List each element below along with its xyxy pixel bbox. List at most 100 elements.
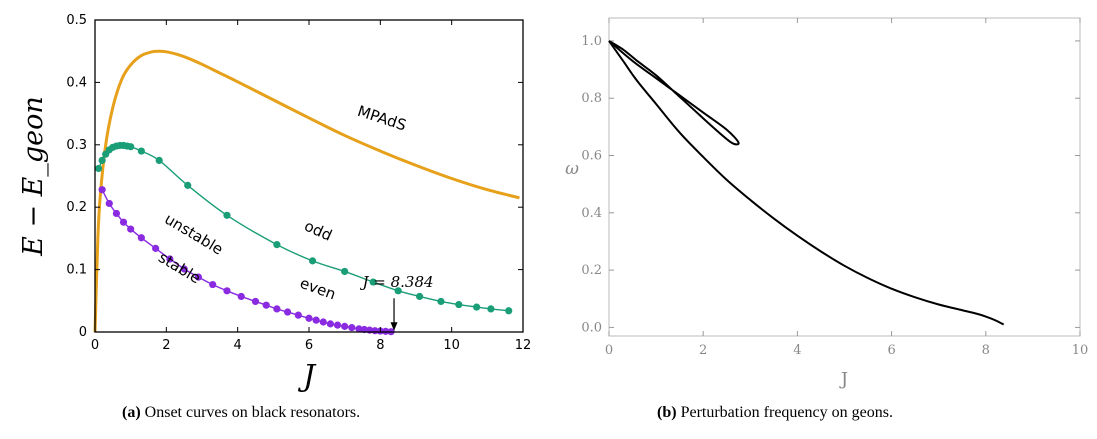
b-xtick-label: 0 (605, 343, 613, 358)
annot-stable: stable (155, 248, 204, 287)
a-point-even (341, 322, 349, 330)
a-point-odd (473, 303, 481, 311)
a-point-odd (487, 305, 495, 313)
annot-odd: odd (302, 217, 335, 245)
figure-canvas: E − E_geon J 0 2 4 6 8 10 12 0 0.1 0.2 0.3 0.4 0.5 M… (18, 13, 1088, 394)
b-ytick-label: 0.8 (581, 91, 602, 106)
a-point-even (180, 265, 188, 273)
a-point-odd (505, 307, 513, 315)
a-point-even (355, 325, 363, 333)
a-xlabel-text: J (297, 359, 317, 394)
a-point-even (312, 316, 320, 324)
a-xtick-label: 2 (162, 338, 170, 353)
a-ytick-label: 0.2 (66, 200, 87, 215)
b-ytick-label: 0.4 (581, 206, 602, 221)
a-point-even (209, 280, 217, 289)
a-point-even (194, 273, 203, 281)
b-ytick-label: 0.2 (581, 263, 602, 278)
a-point-odd (308, 257, 317, 265)
a-ytick-label: 0.1 (66, 263, 87, 278)
a-point-odd (155, 156, 163, 164)
panel-a-ylabel: E − E_geon (18, 96, 49, 257)
caption-a-label: (a) (122, 404, 141, 421)
a-ytick-label: 0.3 (66, 138, 87, 153)
annot-jmark-arrowhead (390, 322, 398, 331)
a-point-even (112, 209, 120, 218)
a-point-even (273, 305, 281, 313)
b-ytick-label: 0.0 (581, 320, 602, 335)
a-point-even (105, 199, 113, 208)
a-point-even (262, 301, 270, 309)
a-ytick-label: 0 (79, 325, 87, 340)
a-xtick-label: 12 (515, 338, 532, 353)
a-point-even (284, 308, 292, 316)
a-xtick-label: 8 (376, 338, 384, 353)
panel-b-ticks: 0 2 4 6 8 10 0.0 0.2 0.4 0.6 0.8 1.0 (581, 18, 1088, 358)
a-point-odd (273, 241, 281, 249)
a-ylabel-text: E − E_geon (18, 96, 49, 257)
a-point-even (251, 297, 260, 306)
caption-a-text: Onset curves on black resonators. (144, 404, 361, 421)
a-point-even (119, 218, 128, 226)
a-point-even (237, 292, 245, 301)
a-point-even (319, 318, 327, 326)
a-point-even (333, 321, 342, 329)
a-point-odd (94, 164, 103, 173)
a-point-even (305, 314, 313, 322)
panel-a-chart: E − E_geon J 0 2 4 6 8 10 12 0 0.1 0.2 0.3 0.4 0.5 M… (18, 13, 531, 394)
a-point-odd (184, 181, 192, 189)
caption-b-text: Perturbation frequency on geons. (680, 404, 893, 421)
panel-b-axis-labels: Jω (565, 159, 848, 390)
b-xtick-label: 8 (982, 343, 990, 358)
a-point-even (127, 225, 135, 233)
a-xtick-label: 0 (91, 338, 99, 353)
a-point-even (360, 325, 368, 334)
a-ytick-label: 0.4 (66, 75, 87, 90)
a-series-line-even (101, 189, 392, 333)
a-point-odd (127, 143, 135, 151)
b-series-line-0 (608, 40, 740, 146)
panel-b-frame (608, 17, 1081, 337)
b-xtick-label: 6 (887, 343, 895, 358)
caption-a: (a) Onset curves on black resonators. (122, 404, 360, 422)
a-point-odd (137, 147, 145, 155)
b-xtick-label: 10 (1072, 343, 1089, 358)
a-point-odd (369, 278, 377, 286)
a-point-even (294, 311, 302, 319)
panel-b-chart: 0 2 4 6 8 10 0.0 0.2 0.4 0.6 0.8 1.0 Jω (565, 17, 1088, 390)
a-point-odd (455, 300, 463, 309)
caption-b: (b) Perturbation frequency on geons. (657, 404, 893, 422)
a-point-odd (415, 292, 424, 301)
annot-even: even (297, 274, 338, 304)
a-point-even (223, 287, 231, 295)
b-series-line-1 (608, 40, 1005, 326)
a-series-line-MPAdS (93, 49, 520, 333)
b-ylabel-text: ω (565, 159, 579, 179)
a-point-odd (341, 267, 349, 276)
a-point-odd (98, 156, 106, 164)
annot-mpads: MPAdS (355, 102, 408, 135)
a-point-even (152, 244, 160, 252)
panel-b-series (608, 40, 1005, 326)
a-point-odd (437, 297, 445, 306)
a-point-even (326, 320, 334, 328)
a-xtick-label: 4 (234, 338, 242, 353)
a-xtick-label: 6 (305, 338, 313, 353)
b-ytick-label: 0.6 (581, 149, 602, 164)
a-point-even (137, 234, 145, 242)
caption-b-label: (b) (657, 404, 677, 421)
panel-a-ticks: 0 2 4 6 8 10 12 0 0.1 0.2 0.3 0.4 0.5 (66, 13, 531, 353)
b-ytick-label: 1.0 (581, 34, 602, 49)
b-xtick-label: 2 (699, 343, 707, 358)
panel-a-xlabel: J (297, 359, 317, 394)
annot-jmark: J = 8.384 (359, 273, 433, 291)
b-xtick-label: 4 (793, 343, 801, 358)
b-xlabel-text: J (839, 369, 848, 390)
a-point-odd (394, 287, 402, 295)
a-xtick-label: 10 (443, 338, 460, 353)
a-point-even (98, 186, 106, 194)
panel-a-series (93, 49, 520, 336)
a-point-odd (223, 211, 231, 219)
a-point-even (348, 324, 356, 332)
